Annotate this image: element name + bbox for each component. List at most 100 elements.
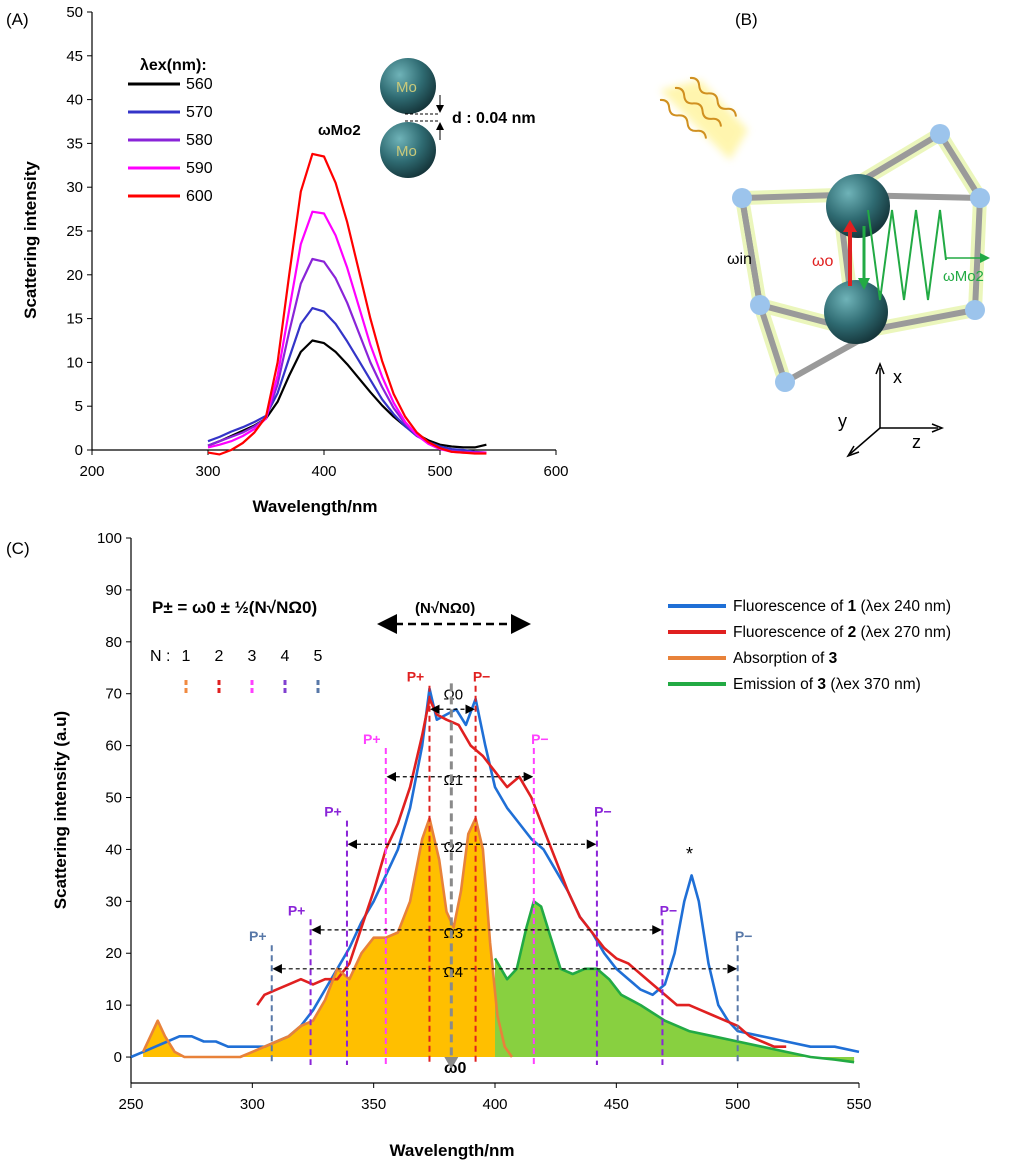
inset-distance-label: d : 0.04 nm <box>452 110 536 127</box>
panel-c-legend: Fluorescence of 1 (λex 240 nm) Fluorescen… <box>668 598 951 693</box>
panel-c-fill-2 <box>143 818 512 1057</box>
panel-c-ytick-label: 90 <box>105 582 122 599</box>
panel-c-peak-label: P− <box>660 902 678 918</box>
mo-atom-b-top <box>826 174 890 238</box>
mo-atom-b-bottom <box>824 280 888 344</box>
panel-c-annotations: P+ P− P+ P− P+ P− P+ P− P+ P− Ω0 Ω1 Ω2 Ω3 Ω4 <box>249 614 753 1070</box>
panel-c-ytick-label: 50 <box>105 790 122 807</box>
panel-c-label: (C) <box>6 539 30 558</box>
panel-c-ytick-label: 10 <box>105 997 122 1014</box>
panel-a-legend-title: λex(nm): <box>140 57 207 74</box>
panel-c-ytick-label: 70 <box>105 686 122 703</box>
xyz-axes-icon <box>846 361 945 458</box>
omega-mo2-label: ωMo2 <box>943 268 984 285</box>
panel-c-ytick-label: 100 <box>97 530 122 547</box>
mo-atom-top <box>380 58 436 114</box>
panel-a-xtick-label: 400 <box>311 463 336 480</box>
panel-a-peak-label: ωMo2 <box>318 122 361 139</box>
panel-c-peak-label: P− <box>473 669 491 685</box>
panel-c-omega-label: Ω1 <box>444 772 464 789</box>
panel-a-legend-label: 560 <box>186 76 213 93</box>
panel-c-n-value: 1 <box>182 648 191 665</box>
panel-c-ytick-label: 40 <box>105 841 122 858</box>
panel-c-fill-3 <box>495 901 855 1063</box>
panel-c-n-value: 4 <box>281 648 290 665</box>
panel-c-ytick-label: 20 <box>105 945 122 962</box>
panel-c-legend-label: Fluorescence of 1 (λex 240 nm) <box>733 598 951 615</box>
panel-c-star: * <box>686 844 693 864</box>
panel-c-n-value: 3 <box>248 648 257 665</box>
panel-c-legend-label: Fluorescence of 2 (λex 270 nm) <box>733 624 951 641</box>
panel-a-ytick-label: 30 <box>66 179 83 196</box>
panel-c-legend-label: Absorption of 3 <box>733 650 838 667</box>
mo-atom-bottom-label: Mo <box>396 143 417 160</box>
panel-c-xlabel: Wavelength/nm <box>390 1141 515 1160</box>
panel-a-ytick-label: 35 <box>66 135 83 152</box>
incident-light-icon <box>659 76 748 160</box>
panel-c-ylabel: Scattering intensity (a.u) <box>51 711 70 909</box>
panel-c-n-value: 5 <box>314 648 323 665</box>
panel-a-inset: Mo Mo d : 0.04 nm <box>380 58 536 178</box>
panel-a-axes: 0 5 10 15 20 25 30 35 40 45 50 200 300 400 500 600 <box>66 4 568 480</box>
panel-c-xtick-label: 450 <box>604 1096 629 1113</box>
panel-a-xtick-label: 200 <box>79 463 104 480</box>
panel-c-peak-label: P+ <box>363 731 381 747</box>
panel-c-xtick-label: 500 <box>725 1096 750 1113</box>
panel-c-series-2 <box>141 816 514 1059</box>
vibration-zigzag <box>867 209 947 301</box>
panel-c-ytick-label: 80 <box>105 634 122 651</box>
omega-in-label: ωin <box>727 251 752 268</box>
panel-a-ytick-label: 20 <box>66 267 83 284</box>
panel-a-series-600 <box>207 152 487 456</box>
panel-a-legend-label: 570 <box>186 104 213 121</box>
panel-a-series-590 <box>207 210 487 454</box>
panel-b: (B) ωin <box>659 10 990 458</box>
panel-a-series-570 <box>207 307 487 454</box>
panel-c-center-label: ω0 <box>444 1060 467 1077</box>
omega-o-label: ωo <box>812 253 833 270</box>
panel-c-xtick-label: 350 <box>361 1096 386 1113</box>
panel-c-xtick-label: 400 <box>482 1096 507 1113</box>
panel-a-legend-label: 600 <box>186 188 213 205</box>
panel-c-n-prefix: N : <box>150 648 170 665</box>
panel-c-ytick-label: 60 <box>105 738 122 755</box>
panel-a-ytick-label: 0 <box>75 442 83 459</box>
mo-atom-top-label: Mo <box>396 79 417 96</box>
panel-c-series-3 <box>493 899 855 1064</box>
panel-a-ytick-label: 10 <box>66 354 83 371</box>
panel-c-peak-label: P− <box>531 731 549 747</box>
molecular-cage <box>732 124 990 392</box>
panel-c-omega-label: Ω4 <box>444 964 464 981</box>
panel-a-ytick-label: 15 <box>66 311 83 328</box>
panel-c-xtick-label: 250 <box>118 1096 143 1113</box>
panel-a-xtick-label: 600 <box>543 463 568 480</box>
panel-c-n-value: 2 <box>215 648 224 665</box>
panel-c-xtick-label: 300 <box>240 1096 265 1113</box>
panel-a-ylabel: Scattering intensity <box>21 161 40 319</box>
panel-c-peak-label: P− <box>735 928 753 944</box>
panel-a-ytick-label: 45 <box>66 48 83 65</box>
panel-c-peak-label: P− <box>594 804 612 820</box>
panel-c-formula: P± = ω0 ± ½(N√NΩ0) <box>152 598 317 617</box>
panel-c-peak-label: P+ <box>288 902 306 918</box>
panel-c-omega-label: Ω0 <box>444 686 464 703</box>
panel-c-ytick-label: 30 <box>105 893 122 910</box>
panel-b-label: (B) <box>735 10 758 29</box>
panel-a-xtick-label: 500 <box>427 463 452 480</box>
panel-c-xtick-label: 550 <box>846 1096 871 1113</box>
panel-c-fills <box>143 818 855 1063</box>
axis-z-label: z <box>912 432 921 452</box>
panel-a-legend-label: 590 <box>186 160 213 177</box>
panel-c-n-legend: 1 2 3 4 5 <box>182 648 323 696</box>
panel-c-peak-label: P+ <box>249 928 267 944</box>
panel-a-ytick-label: 5 <box>75 398 83 415</box>
panel-c-axes: 0 10 20 30 40 50 60 70 80 90 100 250 300 350 400 450 500… <box>97 530 872 1113</box>
panel-a-ytick-label: 50 <box>66 4 83 21</box>
panel-c-omega-label: Ω2 <box>444 839 464 856</box>
panel-c-ytick-label: 0 <box>114 1049 122 1066</box>
axis-x-label: x <box>893 367 902 387</box>
panel-c-span-label: (N√NΩ0) <box>415 600 475 617</box>
panel-a-legend: 560 570 580 590 600 <box>128 76 213 205</box>
